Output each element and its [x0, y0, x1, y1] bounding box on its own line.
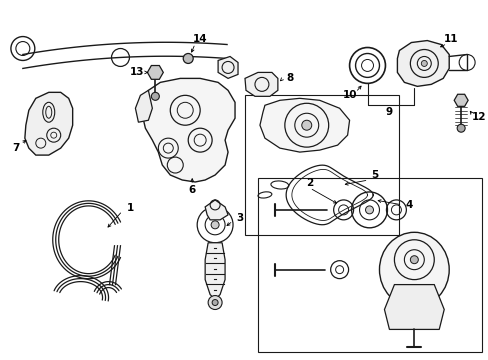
Polygon shape [142, 78, 235, 182]
Circle shape [409, 256, 417, 264]
Circle shape [365, 206, 373, 214]
Polygon shape [25, 92, 73, 155]
Text: 11: 11 [443, 33, 458, 44]
Ellipse shape [379, 232, 448, 307]
Text: 4: 4 [405, 200, 412, 210]
Text: 13: 13 [130, 67, 144, 77]
Text: 7: 7 [12, 143, 20, 153]
Text: 10: 10 [342, 90, 356, 100]
Bar [244, 95, 399, 235]
Text: 8: 8 [285, 73, 293, 84]
Text: 9: 9 [385, 107, 392, 117]
Text: 12: 12 [471, 112, 486, 122]
Circle shape [208, 296, 222, 310]
Circle shape [151, 92, 159, 100]
Text: 2: 2 [305, 178, 313, 188]
Circle shape [456, 124, 464, 132]
Polygon shape [218, 57, 238, 78]
Text: 5: 5 [370, 170, 377, 180]
Circle shape [211, 221, 219, 229]
Polygon shape [147, 66, 163, 79]
Polygon shape [397, 41, 448, 86]
Polygon shape [260, 98, 349, 152]
Circle shape [212, 300, 218, 306]
Polygon shape [384, 285, 443, 329]
Text: 14: 14 [192, 33, 207, 44]
Polygon shape [244, 72, 277, 96]
Bar [258, 178, 481, 352]
Circle shape [301, 120, 311, 130]
Text: 6: 6 [188, 185, 195, 195]
Polygon shape [453, 94, 467, 106]
Polygon shape [205, 200, 227, 220]
Circle shape [421, 60, 427, 67]
Text: 1: 1 [126, 203, 134, 213]
Text: 3: 3 [236, 213, 243, 223]
Polygon shape [135, 90, 152, 122]
Polygon shape [205, 243, 224, 300]
Circle shape [183, 54, 193, 63]
